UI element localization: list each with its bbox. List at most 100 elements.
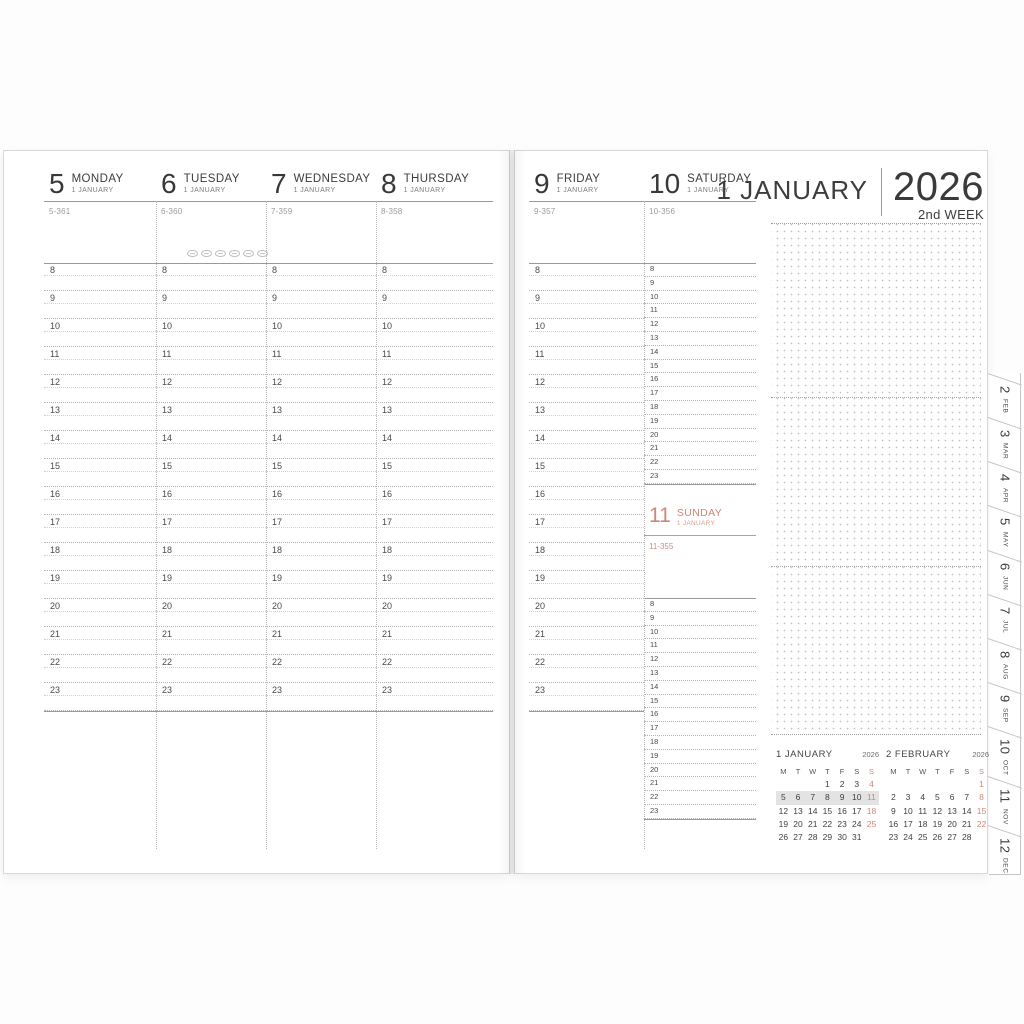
mini-calendar-day: 27	[947, 831, 957, 842]
hour-row: 15	[644, 360, 756, 374]
hour-label: 12	[272, 377, 283, 387]
hour-row: 13	[644, 667, 756, 681]
header-divider	[881, 168, 883, 216]
hour-label: 14	[272, 433, 283, 443]
hour-row: 21	[376, 627, 493, 655]
day-name: FRIDAY	[556, 173, 601, 185]
hour-row: 15	[44, 459, 156, 487]
mini-calendar-year: 2026	[972, 750, 989, 759]
hour-label: 16	[272, 489, 283, 499]
hour-row: 15	[376, 459, 493, 487]
hour-row: 17	[376, 515, 493, 543]
sunday-header: 11 SUNDAY 1 JANUARY	[649, 505, 722, 527]
hour-label: 15	[162, 461, 173, 471]
hour-label: 10	[382, 321, 393, 331]
hour-row: 12	[644, 653, 756, 667]
hour-label: 17	[162, 517, 173, 527]
hour-row: 11	[44, 347, 156, 375]
day-code: 7-359	[271, 207, 293, 216]
weekday-label: F	[839, 767, 845, 776]
oval-stamp-icon	[187, 250, 198, 257]
left-day-columns: 5 MONDAY 1 JANUARY 5-361 8 9 10 11 12	[44, 170, 493, 711]
hour-row: 21	[644, 442, 756, 457]
hour-row: 8	[529, 263, 644, 291]
hour-row: 12	[529, 375, 644, 403]
grid-top-line	[44, 263, 493, 264]
hour-row: 17	[156, 515, 266, 543]
tab-month-number: 4	[997, 474, 1013, 483]
month-tab: 11 NOV	[989, 775, 1021, 825]
hour-row: 23	[266, 683, 376, 711]
hour-label: 18	[272, 545, 283, 555]
mini-calendar-day: 25	[917, 831, 928, 842]
mini-calendar-day: 24	[852, 818, 862, 829]
hour-row: 21	[529, 627, 644, 655]
mini-calendar-day: 2	[839, 779, 845, 790]
mini-calendar-day: 15	[976, 805, 987, 816]
mini-calendar-days: 1 2 3 4 5 6 7 8 9 10 11 12 13 14 15 16 17 18 19 20 21 22 23 24 2…	[776, 778, 879, 844]
hour-label: 21	[650, 778, 659, 788]
mini-calendar-day	[974, 831, 989, 844]
hour-row: 19	[644, 750, 756, 764]
hour-row: 15	[529, 459, 644, 487]
mini-calendar-day	[901, 778, 916, 791]
month-tab: 4 APR	[989, 461, 1021, 506]
hour-label: 15	[535, 461, 546, 471]
hour-row: 20	[156, 599, 266, 627]
tab-month-name: MAY	[1001, 531, 1009, 548]
hour-row: 11	[266, 347, 376, 375]
hour-label: 23	[272, 685, 283, 695]
hour-label: 15	[272, 461, 283, 471]
day-date: 1 JANUARY	[71, 187, 114, 194]
hour-row: 17	[644, 387, 756, 401]
mini-calendar-day	[791, 778, 806, 791]
hour-row: 12	[376, 375, 493, 403]
hour-label: 23	[382, 685, 393, 695]
hour-label: 19	[272, 573, 283, 583]
hour-row: 14	[644, 681, 756, 695]
mini-calendar-day	[886, 778, 901, 791]
hour-label: 14	[50, 433, 61, 443]
mini-calendar-day: 19	[778, 818, 789, 829]
hour-row: 11	[644, 639, 756, 654]
hour-label: 20	[535, 601, 546, 611]
hour-row: 14	[44, 431, 156, 459]
mini-calendar-day	[864, 831, 879, 844]
hour-label: 12	[650, 319, 659, 329]
hour-row: 16	[644, 708, 756, 723]
hour-label: 8	[650, 599, 655, 608]
mini-calendar-title: 1 JANUARY	[776, 749, 833, 760]
day-header: 6 TUESDAY 1 JANUARY	[161, 170, 240, 198]
hour-row: 14	[266, 431, 376, 459]
day-date: 1 JANUARY	[687, 187, 730, 194]
hour-row: 17	[529, 515, 644, 543]
column-separator	[376, 201, 377, 849]
hour-label: 8	[650, 264, 655, 273]
weekday-label: S	[978, 767, 984, 776]
hour-label: 13	[650, 332, 659, 342]
week-header: 1 JANUARY 2026 2nd WEEK	[716, 167, 984, 222]
hour-row: 13	[44, 403, 156, 431]
hour-label: 23	[535, 685, 546, 695]
hour-label: 20	[382, 601, 393, 611]
hour-label: 14	[162, 433, 173, 443]
hour-row: 12	[266, 375, 376, 403]
day-header: 7 WEDNESDAY 1 JANUARY	[271, 170, 370, 198]
mini-calendar-day: 27	[793, 831, 803, 842]
hour-label: 23	[50, 685, 61, 695]
weekday-label: T	[825, 767, 830, 776]
hour-row: 23	[156, 683, 266, 711]
hour-label: 21	[162, 629, 173, 639]
hour-label: 18	[650, 736, 659, 746]
day-name: SATURDAY	[687, 173, 752, 185]
hour-label: 19	[650, 415, 659, 425]
hour-row: 20	[376, 599, 493, 627]
hour-label: 17	[650, 723, 659, 733]
hour-row: 14	[376, 431, 493, 459]
mini-calendar-day: 23	[837, 818, 847, 829]
hour-label: 9	[50, 293, 56, 303]
hour-row: 8	[376, 263, 493, 291]
hour-label: 16	[650, 374, 659, 384]
hour-label: 8	[535, 265, 541, 275]
